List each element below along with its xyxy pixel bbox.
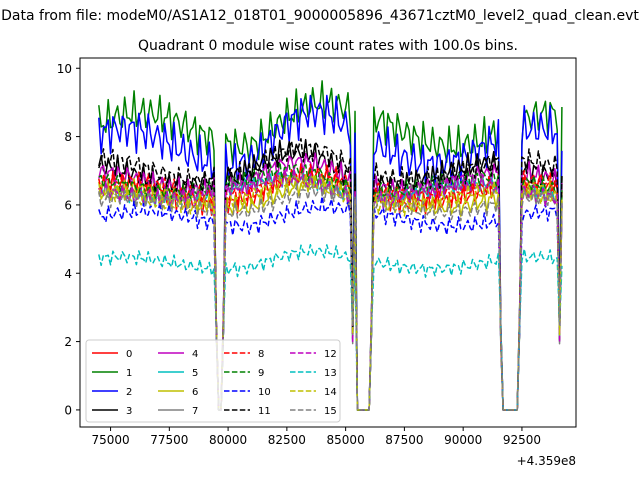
legend-label-9: 9 bbox=[258, 368, 264, 379]
x-tick-label: 90000 bbox=[444, 433, 482, 447]
legend-label-7: 7 bbox=[192, 406, 198, 417]
x-tick-label: 87500 bbox=[385, 433, 423, 447]
series-line-14 bbox=[98, 172, 563, 411]
series-line-11 bbox=[98, 138, 563, 411]
chart-title: Quadrant 0 module wise count rates with … bbox=[138, 38, 518, 54]
x-offset-label: +4.359e8 bbox=[517, 454, 576, 468]
legend-label-2: 2 bbox=[126, 387, 132, 398]
x-tick-label: 75000 bbox=[91, 433, 129, 447]
y-tick-label: 10 bbox=[57, 62, 72, 76]
y-tick-label: 0 bbox=[64, 403, 72, 417]
figure-suptitle: Data from file: modeM0/AS1A12_018T01_900… bbox=[1, 8, 639, 24]
legend-label-0: 0 bbox=[126, 349, 132, 360]
legend-label-12: 12 bbox=[324, 349, 337, 360]
plot-frame bbox=[79, 57, 577, 428]
series-line-1 bbox=[98, 80, 563, 411]
legend-label-15: 15 bbox=[324, 406, 337, 417]
series-line-13 bbox=[98, 244, 563, 411]
x-tick-label: 80000 bbox=[209, 433, 247, 447]
legend-label-1: 1 bbox=[126, 368, 132, 379]
series-line-2 bbox=[98, 94, 563, 411]
series-line-15 bbox=[98, 185, 563, 411]
series-layer bbox=[98, 80, 563, 411]
y-tick-label: 2 bbox=[64, 335, 72, 349]
y-tick-label: 6 bbox=[64, 198, 72, 212]
legend-box bbox=[85, 339, 341, 423]
legend-label-11: 11 bbox=[258, 406, 271, 417]
series-line-10 bbox=[98, 195, 563, 411]
y-tick-label: 8 bbox=[64, 130, 72, 144]
series-line-6 bbox=[98, 172, 563, 411]
x-tick-label: 92500 bbox=[503, 433, 541, 447]
legend-label-5: 5 bbox=[192, 368, 198, 379]
x-tick-label: 77500 bbox=[150, 433, 188, 447]
y-tick-label: 4 bbox=[64, 267, 72, 281]
legend-label-4: 4 bbox=[192, 349, 198, 360]
y-axis: 0 2 4 6 8 10 bbox=[57, 62, 80, 417]
legend-label-8: 8 bbox=[258, 349, 264, 360]
legend-label-10: 10 bbox=[258, 387, 271, 398]
legend-label-6: 6 bbox=[192, 387, 198, 398]
x-axis: 75000 77500 80000 82500 85000 87500 90000 92500 bbox=[91, 427, 541, 447]
x-tick-label: 85000 bbox=[327, 433, 365, 447]
legend-label-14: 14 bbox=[324, 387, 337, 398]
legend-label-3: 3 bbox=[126, 406, 132, 417]
x-tick-label: 82500 bbox=[268, 433, 306, 447]
legend-label-13: 13 bbox=[324, 368, 337, 379]
